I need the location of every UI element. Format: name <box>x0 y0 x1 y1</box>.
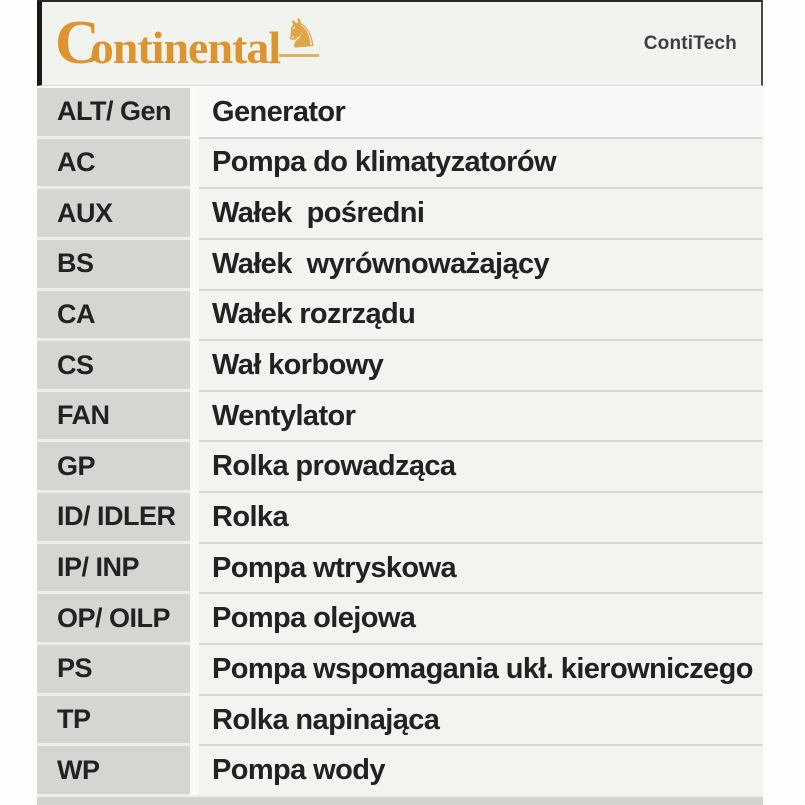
abbreviation-cell: CS <box>37 341 190 392</box>
abbreviation-cell: FAN <box>37 391 190 443</box>
abbreviation-cell: ID/ IDLER <box>37 493 190 544</box>
column-gap <box>190 442 199 494</box>
description-cell: Pompa do klimatyzatorów <box>199 138 763 190</box>
abbreviation-cell: IP/ INP <box>37 543 190 595</box>
table-row: TP Rolka napinająca <box>37 695 763 747</box>
column-gap <box>190 189 199 240</box>
column-gap <box>190 391 199 443</box>
abbreviation-cell: CA <box>37 290 190 342</box>
description-cell: Pompa olejowa <box>199 594 763 646</box>
header: C ontinental ♞ ContiTech <box>37 0 763 86</box>
table-row: BS Wałek wyrównoważający <box>37 239 763 291</box>
column-gap <box>190 341 199 392</box>
column-gap <box>190 239 199 291</box>
table-row: PS Pompa wspomagania ukł. kierowniczego <box>37 645 763 696</box>
description-cell: Generator <box>199 88 763 139</box>
abbreviation-cell: AUX <box>37 189 190 240</box>
description-cell: Wał korbowy <box>199 341 763 392</box>
document-content: C ontinental ♞ ContiTech ALT/ Gen Genera… <box>37 0 763 805</box>
column-gap <box>190 645 199 696</box>
table-row: FAN Wentylator <box>37 391 763 443</box>
column-gap <box>190 594 199 646</box>
column-gap <box>190 746 199 797</box>
table-row: ID/ IDLER Rolka <box>37 493 763 544</box>
column-gap <box>190 543 199 595</box>
table-bottom-edge <box>37 795 763 805</box>
contitech-wordmark: ContiTech <box>643 32 737 54</box>
logo-letter-c: C <box>55 8 100 77</box>
abbreviation-cell: TP <box>37 695 190 747</box>
table-row: AC Pompa do klimatyzatorów <box>37 138 763 190</box>
column-gap <box>190 138 199 190</box>
column-gap <box>190 695 199 747</box>
legend-table: ALT/ Gen Generator AC Pompa do klimatyza… <box>37 88 763 797</box>
logo-wordmark: ontinental <box>90 21 281 73</box>
table-row: CA Wałek rozrządu <box>37 290 763 342</box>
description-cell: Pompa wtryskowa <box>199 543 763 595</box>
description-cell: Wałek wyrównoważający <box>199 239 763 291</box>
description-cell: Wałek rozrządu <box>199 290 763 342</box>
table-row: AUX Wałek pośredni <box>37 189 763 240</box>
abbreviation-cell: WP <box>37 746 190 797</box>
column-gap <box>190 88 199 139</box>
continental-logo: C ontinental ♞ <box>55 8 321 77</box>
abbreviation-cell: GP <box>37 442 190 494</box>
horse-icon-wrap: ♞ <box>279 9 321 58</box>
description-cell: Rolka napinająca <box>199 695 763 747</box>
description-cell: Wałek pośredni <box>199 189 763 240</box>
table-row: CS Wał korbowy <box>37 341 763 392</box>
abbreviation-cell: BS <box>37 239 190 291</box>
description-cell: Wentylator <box>199 391 763 443</box>
table-row: OP/ OILP Pompa olejowa <box>37 594 763 646</box>
description-cell: Rolka prowadząca <box>199 442 763 494</box>
column-gap <box>190 290 199 342</box>
abbreviation-cell: AC <box>37 138 190 190</box>
abbreviation-cell: OP/ OILP <box>37 594 190 646</box>
table-row: IP/ INP Pompa wtryskowa <box>37 543 763 595</box>
description-cell: Pompa wspomagania ukł. kierowniczego <box>199 645 763 696</box>
abbreviation-cell: PS <box>37 645 190 696</box>
table-row: GP Rolka prowadząca <box>37 442 763 494</box>
description-cell: Pompa wody <box>199 746 763 797</box>
table-row: WP Pompa wody <box>37 746 763 797</box>
abbreviation-cell: ALT/ Gen <box>37 88 190 139</box>
column-gap <box>190 493 199 544</box>
description-cell: Rolka <box>199 493 763 544</box>
rearing-horse-icon: ♞ <box>281 9 321 58</box>
table-row: ALT/ Gen Generator <box>37 88 763 139</box>
